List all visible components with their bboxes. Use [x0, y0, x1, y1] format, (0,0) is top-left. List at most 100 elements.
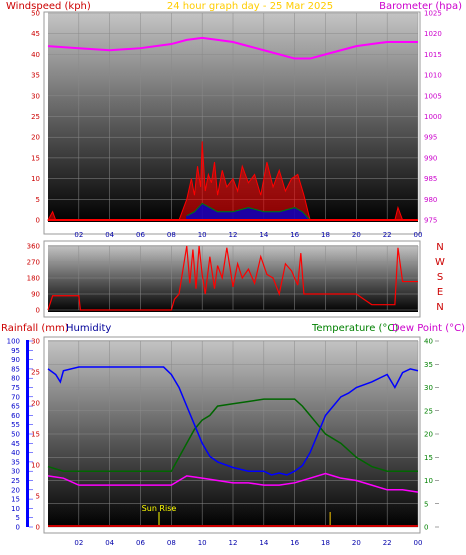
humidity-line [47, 366, 419, 476]
chart-title: 24 hour graph day - 25 Mar 2025 [167, 1, 333, 12]
humidity-tick-label: 25 [11, 477, 20, 485]
wind-tick-label: 15 [31, 154, 40, 162]
rain-axis-title: Rainfall (mm) [1, 323, 69, 334]
rain-tick-label: 10 [31, 462, 40, 470]
wind-axis-title: Windspeed (kph) [6, 1, 91, 12]
humidity-tick-label: 45 [11, 440, 20, 448]
temp-tick-label: 35 [424, 361, 433, 369]
direction-tick-label: 180 [27, 275, 40, 283]
x-tick-label: 18 [321, 539, 330, 547]
compass-label: E [437, 287, 443, 298]
temperature-scale-bar [433, 340, 435, 527]
temp-tick-label: 40 [424, 338, 433, 346]
wind-direction-ticks: 0 90 180 270 360 [27, 243, 40, 315]
temp-tick-label: 20 [424, 431, 433, 439]
x-tick-label: 04 [105, 539, 114, 547]
temp-tick-label: 5 [424, 500, 428, 508]
x-tick-label: 16 [290, 539, 299, 547]
x-tick-label: 16 [290, 231, 299, 239]
temp-tick-label: 10 [424, 477, 433, 485]
baro-tick-label: 980 [424, 196, 437, 204]
wind-tick-label: 20 [31, 134, 40, 142]
humidity-tick-label: 35 [11, 458, 20, 466]
x-tick-label: 18 [321, 231, 330, 239]
wind-tick-label: 40 [31, 51, 40, 59]
humidity-tick-label: 30 [11, 468, 20, 476]
dew-point-line [47, 472, 419, 493]
baro-tick-label: 1015 [424, 51, 442, 59]
x-tick-label: 02 [74, 231, 83, 239]
rain-tick-label: 15 [31, 431, 40, 439]
temp-ticks: 0 5 10 15 20 25 30 35 40 [424, 338, 433, 532]
wind-speed-area [47, 141, 418, 221]
wind-tick-label: 5 [36, 196, 40, 204]
x-tick-label: 12 [229, 539, 238, 547]
rain-ticks: 0 5 10 15 20 25 30 [31, 338, 40, 532]
humidity-tick-label: 65 [11, 403, 20, 411]
humidity-tick-label: 55 [11, 421, 20, 429]
humidity-tick-label: 5 [16, 514, 20, 522]
temp-tick-label: 30 [424, 384, 433, 392]
direction-tick-label: 270 [27, 259, 40, 267]
x-tick-label: 02 [74, 539, 83, 547]
temp-tick-label: 15 [424, 454, 433, 462]
humidity-tick-label: 10 [11, 505, 20, 513]
x-tick-label: 10 [198, 231, 207, 239]
rainfall-baseline [48, 525, 418, 527]
humidity-tick-label: 60 [11, 412, 20, 420]
wind-tick-label: 10 [31, 175, 40, 183]
compass-label: S [437, 272, 443, 283]
wind-tick-label: 0 [36, 217, 40, 225]
x-tick-label: 08 [167, 539, 176, 547]
humidity-scale-bar [26, 340, 29, 527]
x-tick-label: 14 [259, 539, 268, 547]
wind-tick-label: 50 [31, 10, 40, 18]
baro-tick-label: 1000 [424, 113, 442, 121]
temp-axis-title: Temperature (°C) [311, 323, 398, 334]
humidity-tick-label: 15 [11, 496, 20, 504]
humidity-tick-label: 100 [7, 338, 20, 346]
wind-tick-label: 45 [31, 30, 40, 38]
humidity-tick-label: 40 [11, 449, 20, 457]
barometer-line [47, 36, 418, 60]
wind-green-line [186, 202, 311, 221]
baro-tick-label: 990 [424, 154, 437, 162]
x-tick-label: 04 [105, 231, 114, 239]
baro-tick-label: 1010 [424, 72, 442, 80]
humidity-tick-label: 80 [11, 375, 20, 383]
direction-tick-label: 90 [31, 291, 40, 299]
temp-tick-label: 25 [424, 407, 433, 415]
baro-ticks: 975 980 985 990 995 1000 1005 1010 1015 1020 1025 [424, 10, 442, 225]
wind-tick-label: 25 [31, 113, 40, 121]
humidity-tick-label: 70 [11, 393, 20, 401]
rain-tick-label: 30 [31, 338, 40, 346]
humidity-tick-label: 20 [11, 486, 20, 494]
wind-tick-label: 35 [31, 72, 40, 80]
humidity-tick-label: 85 [11, 365, 20, 373]
baro-tick-label: 995 [424, 134, 437, 142]
humidity-tick-label: 75 [11, 384, 20, 392]
rain-tick-label: 25 [31, 369, 40, 377]
humidity-tick-label: 95 [11, 347, 20, 355]
rain-tick-label: 5 [36, 493, 40, 501]
baro-tick-label: 1025 [424, 10, 442, 18]
x-tick-label: 14 [259, 231, 268, 239]
baro-tick-label: 985 [424, 175, 437, 183]
wind-tick-label: 30 [31, 92, 40, 100]
baro-tick-label: 975 [424, 217, 437, 225]
temperature-line [47, 398, 418, 472]
x-tick-label: 20 [352, 231, 361, 239]
direction-tick-label: 360 [27, 243, 40, 251]
temp-tick-label: 0 [424, 524, 428, 532]
humidity-axis-title: Humidity [66, 323, 111, 334]
compass-label: N [436, 242, 443, 253]
temp-hum-grid [29, 340, 439, 528]
temp-hum-x-ticks: 02 04 06 08 10 12 14 16 18 20 22 00 [74, 539, 422, 547]
x-tick-label: 22 [383, 231, 392, 239]
rain-tick-label: 20 [31, 400, 40, 408]
wind-baro-x-ticks: 02 04 06 08 10 12 14 16 18 20 22 00 [74, 231, 422, 239]
x-tick-label: 08 [167, 231, 176, 239]
wind-speed-ticks: 0 5 10 15 20 25 30 35 40 45 50 [31, 10, 40, 225]
